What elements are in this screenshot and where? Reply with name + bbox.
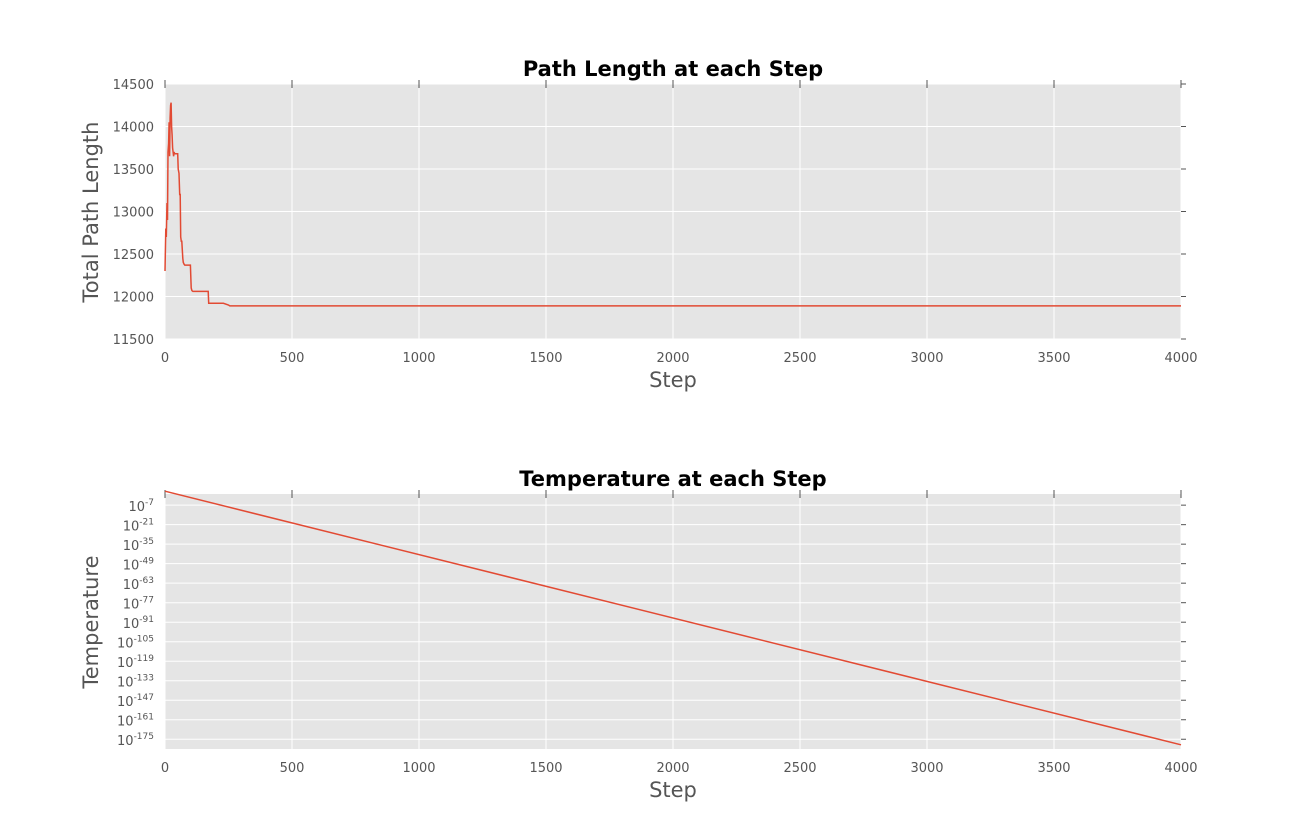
- y-tick-label: 10-147: [117, 693, 154, 710]
- y-tick-label: 10-175: [117, 732, 154, 749]
- y-tick-label: 10-77: [123, 596, 154, 613]
- x-tick-label: 2500: [783, 351, 816, 366]
- x-tick-label: 1000: [402, 351, 435, 366]
- temperature-chart: 0 500 1000 1500 2000 2500 3000 3500 4000 10-710-…: [79, 467, 1198, 802]
- x-tick-label: 3500: [1037, 351, 1070, 366]
- y-tick-label: 10-7: [128, 498, 154, 515]
- x-tick-labels: 0 500 1000 1500 2000 2500 3000 3500 4000: [161, 351, 1198, 366]
- chart-title: Temperature at each Step: [519, 467, 826, 491]
- tick-marks: [164, 490, 1186, 740]
- x-tick-labels: 0 500 1000 1500 2000 2500 3000 3500 4000: [161, 761, 1198, 776]
- y-tick-label: 13000: [113, 206, 154, 221]
- x-tick-label: 0: [161, 351, 169, 366]
- x-tick-label: 1000: [402, 761, 435, 776]
- y-tick-label: 11500: [113, 333, 154, 348]
- y-tick-label: 10-49: [123, 557, 155, 574]
- x-tick-label: 0: [161, 761, 169, 776]
- y-tick-label: 13500: [113, 163, 154, 178]
- series-line: [164, 490, 1182, 746]
- y-axis-label: Total Path Length: [79, 122, 103, 304]
- x-tick-label: 3000: [910, 351, 943, 366]
- y-tick-label: 10-105: [117, 635, 154, 652]
- x-tick-label: 1500: [529, 761, 562, 776]
- x-tick-label: 2000: [656, 761, 689, 776]
- y-tick-label: 10-133: [117, 674, 154, 691]
- x-tick-label: 3000: [910, 761, 943, 776]
- y-tick-label: 14000: [113, 121, 154, 136]
- gridlines: [164, 494, 1182, 749]
- y-tick-labels: 11500 12000 12500 13000 13500 14000 14500: [113, 78, 154, 348]
- x-axis-label: Step: [649, 368, 697, 392]
- y-tick-label: 10-63: [123, 576, 154, 593]
- y-tick-label: 12000: [113, 291, 154, 306]
- y-tick-label: 12500: [113, 248, 154, 263]
- y-axis-label: Temperature: [79, 555, 103, 689]
- x-tick-label: 1500: [529, 351, 562, 366]
- y-tick-label: 10-119: [117, 654, 154, 671]
- tick-marks: [164, 80, 1186, 340]
- y-tick-label: 10-35: [123, 537, 154, 554]
- series-line: [164, 102, 1181, 307]
- x-tick-label: 3500: [1037, 761, 1070, 776]
- x-tick-label: 500: [280, 351, 305, 366]
- x-tick-label: 4000: [1164, 351, 1197, 366]
- x-axis-label: Step: [649, 778, 697, 802]
- path-length-chart: 0 500 1000 1500 2000 2500 3000 3500 4000 11500 12…: [79, 57, 1198, 392]
- x-tick-label: 2000: [656, 351, 689, 366]
- y-tick-label: 10-91: [123, 615, 154, 632]
- x-tick-label: 2500: [783, 761, 816, 776]
- y-tick-labels: 10-7 10-21 10-35 10-49 10-63 10-77 10-91 10-105…: [117, 498, 154, 749]
- y-tick-label: 10-21: [123, 518, 154, 535]
- x-tick-label: 500: [280, 761, 305, 776]
- x-tick-label: 4000: [1164, 761, 1197, 776]
- y-tick-label: 14500: [113, 78, 154, 93]
- y-tick-label: 10-161: [117, 713, 154, 730]
- chart-title: Path Length at each Step: [523, 57, 823, 81]
